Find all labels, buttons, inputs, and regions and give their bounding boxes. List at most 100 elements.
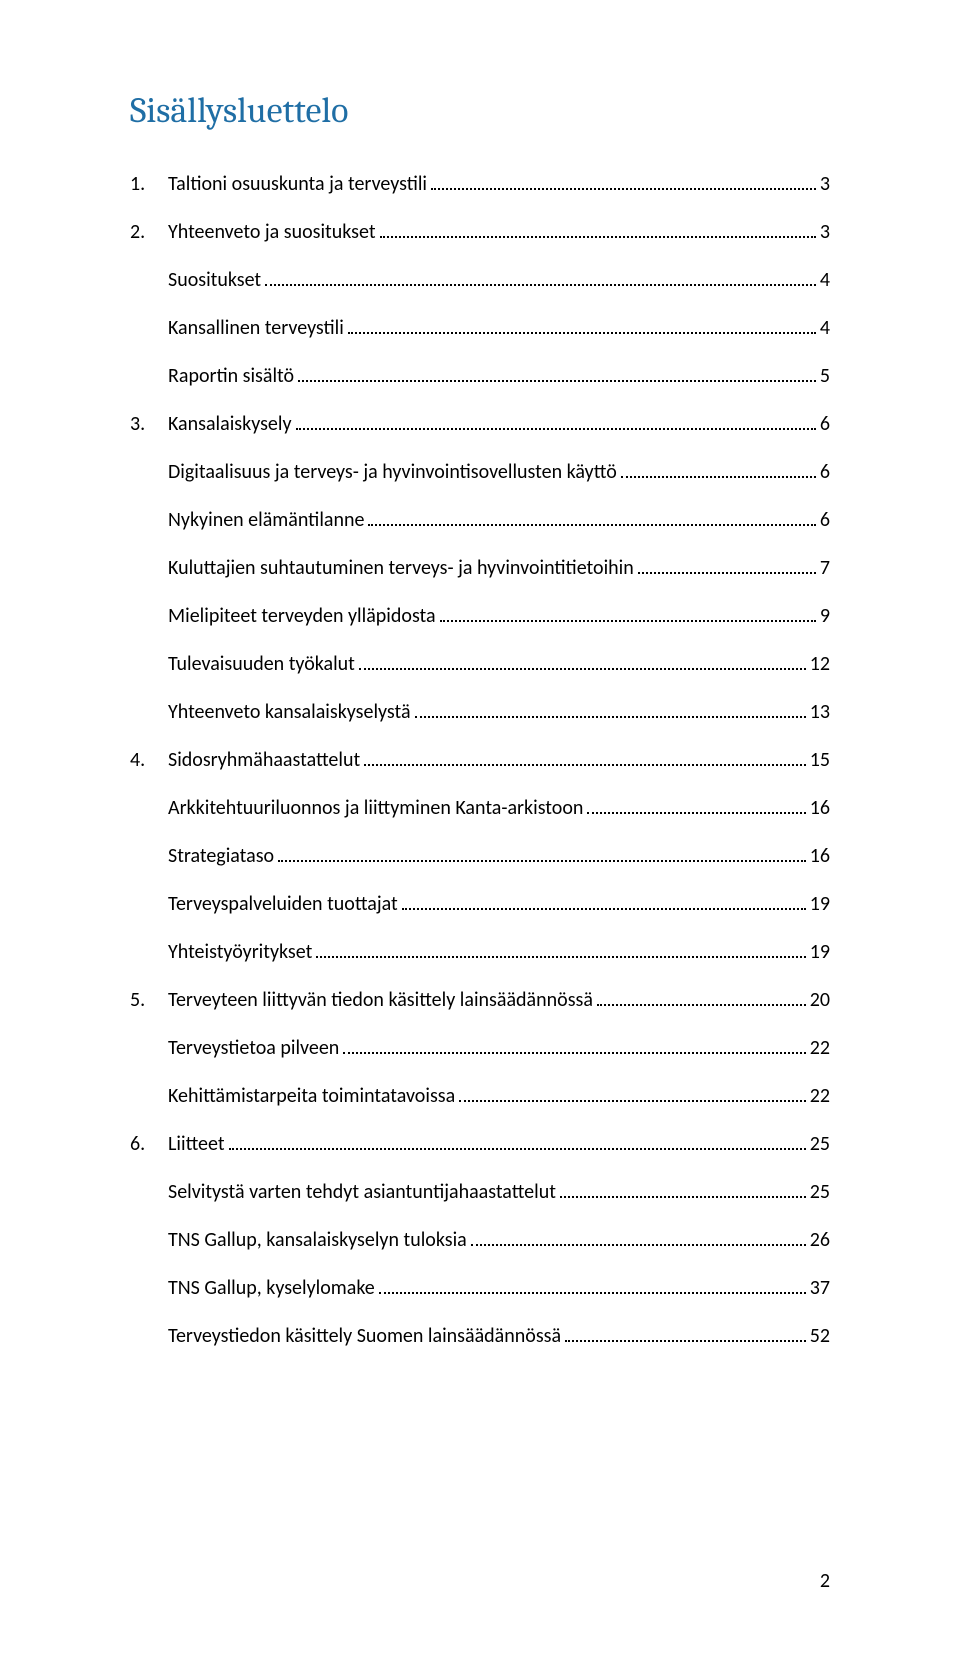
toc-entry[interactable]: Yhteenveto kansalaiskyselystä 13 (130, 699, 830, 725)
toc-entry[interactable]: Raportin sisältö5 (130, 363, 830, 389)
toc-entry-text: Terveystietoa pilveen (168, 1035, 339, 1061)
toc-entry[interactable]: 2.Yhteenveto ja suositukset 3 (130, 219, 830, 245)
document-page: Sisällysluettelo 1.Taltioni osuuskunta j… (0, 0, 960, 1653)
toc-leader-dots (471, 1228, 806, 1246)
toc-leader-dots (348, 316, 816, 334)
toc-entry-page: 6 (820, 507, 830, 533)
toc-entry[interactable]: TNS Gallup, kyselylomake37 (130, 1275, 830, 1301)
toc-leader-dots (587, 796, 805, 814)
toc-entry[interactable]: Mielipiteet terveyden ylläpidosta 9 (130, 603, 830, 629)
toc-entry-text: Kuluttajien suhtautuminen terveys- ja hy… (168, 555, 634, 581)
toc-entry[interactable]: Kehittämistarpeita toimintatavoissa22 (130, 1083, 830, 1109)
toc-leader-dots (278, 844, 806, 862)
toc-entry-text: Yhteistyöyritykset (168, 939, 312, 965)
toc-entry-page: 5 (820, 363, 830, 389)
toc-entry[interactable]: 4.Sidosryhmähaastattelut15 (130, 747, 830, 773)
toc-entry-page: 52 (810, 1323, 830, 1349)
toc-entry-text: Nykyinen elämäntilanne (168, 507, 364, 533)
toc-entry-number: 4. (130, 747, 168, 773)
toc-entry-page: 4 (820, 315, 830, 341)
toc-entry[interactable]: 3.Kansalaiskysely 6 (130, 411, 830, 437)
toc-leader-dots (565, 1324, 806, 1342)
toc-entry[interactable]: Nykyinen elämäntilanne 6 (130, 507, 830, 533)
toc-entry-page: 3 (820, 171, 830, 197)
toc-leader-dots (621, 460, 816, 478)
toc-entry-page: 6 (820, 459, 830, 485)
toc-entry-page: 9 (820, 603, 830, 629)
toc-title: Sisällysluettelo (130, 90, 830, 131)
toc-leader-dots (597, 988, 806, 1006)
toc-entry-page: 16 (810, 795, 830, 821)
toc-entry-page: 22 (810, 1083, 830, 1109)
toc-leader-dots (638, 556, 816, 574)
toc-entry[interactable]: TNS Gallup, kansalaiskyselyn tuloksia 26 (130, 1227, 830, 1253)
toc-entry-number: 3. (130, 411, 168, 437)
toc-entry-page: 7 (820, 555, 830, 581)
toc-entry-text: Yhteenveto ja suositukset (168, 219, 376, 245)
toc-leader-dots (459, 1084, 806, 1102)
toc-entry-text: Terveyteen liittyvän tiedon käsittely la… (168, 987, 593, 1013)
toc-entry-text: Strategiataso (168, 843, 274, 869)
toc-entry[interactable]: Terveystietoa pilveen 22 (130, 1035, 830, 1061)
toc-entry-text: Arkkitehtuuriluonnos ja liittyminen Kant… (168, 795, 583, 821)
toc-entry[interactable]: Terveyspalveluiden tuottajat 19 (130, 891, 830, 917)
toc-entry-text: Suositukset (168, 267, 261, 293)
toc-entry[interactable]: Digitaalisuus ja terveys- ja hyvinvointi… (130, 459, 830, 485)
toc-entry-page: 16 (810, 843, 830, 869)
toc-leader-dots (415, 700, 806, 718)
toc-entry-page: 20 (810, 987, 830, 1013)
toc-entry[interactable]: 1.Taltioni osuuskunta ja terveystili 3 (130, 171, 830, 197)
toc-entry-page: 12 (810, 651, 830, 677)
toc-entry-text: Terveystiedon käsittely Suomen lainsäädä… (168, 1323, 561, 1349)
toc-entry[interactable]: Strategiataso 16 (130, 843, 830, 869)
toc-entry[interactable]: Kansallinen terveystili 4 (130, 315, 830, 341)
toc-entry-page: 22 (810, 1035, 830, 1061)
toc-leader-dots (402, 892, 806, 910)
toc-leader-dots (431, 172, 816, 190)
toc-entry[interactable]: Tulevaisuuden työkalut12 (130, 651, 830, 677)
toc-entry-page: 25 (810, 1179, 830, 1205)
toc-entry-number: 5. (130, 987, 168, 1013)
toc-entry-text: Kansallinen terveystili (168, 315, 344, 341)
toc-entry-page: 25 (810, 1131, 830, 1157)
toc-entry[interactable]: Suositukset 4 (130, 267, 830, 293)
toc-entry[interactable]: Selvitystä varten tehdyt asiantuntijahaa… (130, 1179, 830, 1205)
toc-entry-page: 4 (820, 267, 830, 293)
toc-entry-page: 26 (810, 1227, 830, 1253)
toc-entry-number: 6. (130, 1131, 168, 1157)
toc-leader-dots (229, 1132, 806, 1150)
toc-entry[interactable]: Kuluttajien suhtautuminen terveys- ja hy… (130, 555, 830, 581)
toc-entry-text: Terveyspalveluiden tuottajat (168, 891, 398, 917)
toc-entry-text: Yhteenveto kansalaiskyselystä (168, 699, 411, 725)
toc-entry-text: Taltioni osuuskunta ja terveystili (168, 171, 427, 197)
toc-entry-text: Digitaalisuus ja terveys- ja hyvinvointi… (168, 459, 617, 485)
toc-entry-text: Kansalaiskysely (168, 411, 292, 437)
toc-entry-page: 15 (810, 747, 830, 773)
toc-list: 1.Taltioni osuuskunta ja terveystili32.Y… (130, 171, 830, 1349)
toc-leader-dots (265, 268, 816, 286)
toc-entry[interactable]: Terveystiedon käsittely Suomen lainsäädä… (130, 1323, 830, 1349)
toc-leader-dots (296, 412, 816, 430)
toc-entry-page: 6 (820, 411, 830, 437)
toc-entry[interactable]: Yhteistyöyritykset 19 (130, 939, 830, 965)
toc-entry-page: 37 (810, 1275, 830, 1301)
toc-entry-text: TNS Gallup, kansalaiskyselyn tuloksia (168, 1227, 467, 1253)
toc-leader-dots (359, 652, 806, 670)
toc-entry[interactable]: 6.Liitteet 25 (130, 1131, 830, 1157)
toc-entry-page: 19 (810, 939, 830, 965)
toc-leader-dots (364, 748, 806, 766)
toc-entry-text: Selvitystä varten tehdyt asiantuntijahaa… (168, 1179, 556, 1205)
toc-entry-page: 3 (820, 219, 830, 245)
toc-entry-number: 1. (130, 171, 168, 197)
toc-entry-text: Mielipiteet terveyden ylläpidosta (168, 603, 436, 629)
toc-entry[interactable]: Arkkitehtuuriluonnos ja liittyminen Kant… (130, 795, 830, 821)
toc-entry-page: 19 (810, 891, 830, 917)
toc-leader-dots (316, 940, 805, 958)
toc-entry[interactable]: 5.Terveyteen liittyvän tiedon käsittely … (130, 987, 830, 1013)
toc-entry-text: Liitteet (168, 1131, 225, 1157)
toc-leader-dots (343, 1036, 805, 1054)
toc-leader-dots (440, 604, 816, 622)
toc-entry-page: 13 (810, 699, 830, 725)
toc-entry-number: 2. (130, 219, 168, 245)
page-number: 2 (820, 1569, 830, 1593)
